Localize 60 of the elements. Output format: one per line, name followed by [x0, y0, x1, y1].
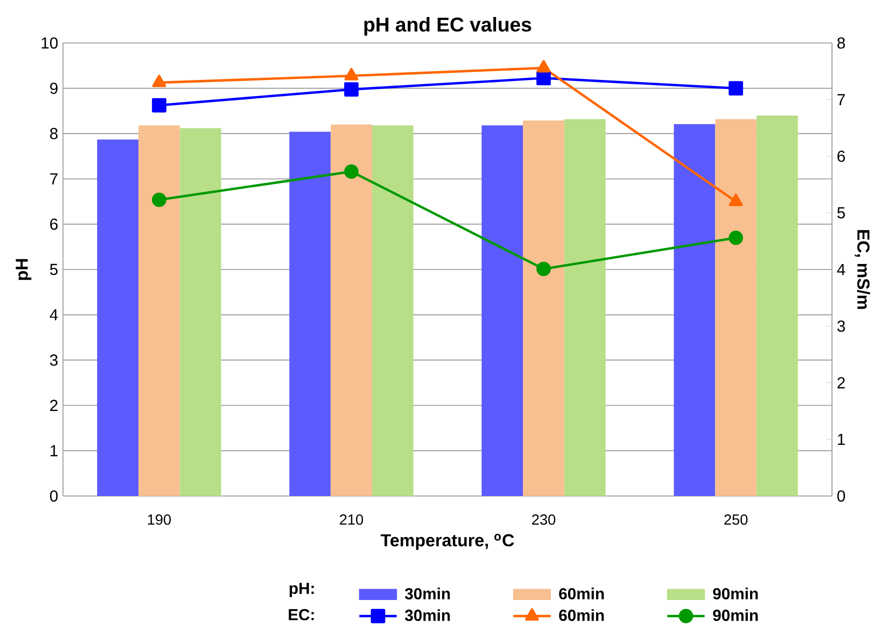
x-tick-label: 230 [532, 514, 556, 525]
chart-title: pH and EC values [364, 16, 532, 36]
y2-tick-label: 4 [837, 264, 846, 275]
point [728, 194, 743, 206]
point [344, 82, 359, 97]
legend-label: 90min [713, 609, 758, 621]
x-tick-label: 190 [148, 514, 171, 525]
y2-tick-label: 8 [837, 37, 845, 49]
y2-tick-label: 3 [837, 320, 845, 332]
bar [330, 124, 372, 496]
y-tick-label: 9 [50, 82, 58, 94]
x-tick-label: 210 [340, 514, 364, 525]
y-tick-label: 4 [50, 309, 58, 320]
point [152, 74, 166, 88]
text: EC: [288, 608, 314, 620]
y2-tick-label: 5 [837, 207, 845, 218]
bar [180, 128, 222, 496]
bar [674, 124, 716, 496]
y-tick-label: 2 [50, 400, 58, 411]
bar [522, 120, 564, 496]
y2-tick-label: 2 [838, 377, 845, 388]
legend-label: 60min [559, 609, 604, 621]
bar [756, 115, 798, 496]
y-tick-label: 6 [50, 218, 58, 230]
bar [715, 119, 757, 496]
y2-tick-label: 7 [838, 94, 845, 106]
y-tick-label: 7 [50, 173, 58, 184]
bar [289, 132, 331, 496]
legend-label: 30min [404, 588, 450, 600]
y-tick-label: 5 [50, 264, 58, 276]
y-tick-label: 1 [50, 445, 58, 456]
y-tick-label: 0 [50, 490, 58, 502]
bar [138, 125, 180, 496]
y2-tick-label: 6 [838, 150, 845, 162]
bar [564, 119, 606, 496]
point [536, 70, 551, 86]
y2-axis-title: EC, mS/m [854, 230, 870, 309]
point [536, 60, 551, 72]
point [728, 81, 744, 96]
point [152, 98, 166, 112]
y-tick-label: 3 [50, 354, 58, 366]
point [728, 230, 744, 245]
y-tick-label: 10 [42, 37, 58, 49]
y2-tick-label: 1 [838, 434, 845, 445]
text: pH: [290, 582, 314, 598]
legend-label: 90min [713, 588, 758, 600]
legend-label: 60min [559, 588, 604, 600]
bar [482, 125, 523, 496]
y2-tick-label: 0 [837, 490, 845, 502]
point [344, 68, 358, 80]
y-tick-label: 8 [50, 128, 58, 140]
point [536, 262, 551, 276]
legend-label: 30min [404, 609, 450, 622]
point [152, 192, 166, 208]
x-axis-title: Temperature, $^{o}$C [380, 534, 514, 550]
x-tick-label: 250 [724, 514, 748, 525]
bar [97, 139, 138, 496]
y-axis-title: pH [16, 259, 32, 280]
bar [372, 125, 414, 496]
point [344, 164, 359, 179]
